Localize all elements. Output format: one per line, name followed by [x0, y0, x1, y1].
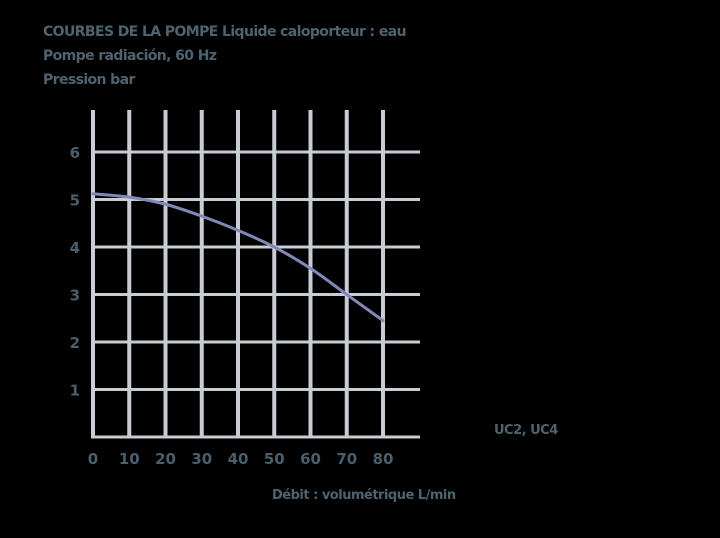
- x-tick-label: 40: [228, 450, 249, 468]
- y-axis-ticks: 1 2 3 4 5 6: [70, 144, 80, 400]
- x-tick-label: 70: [336, 450, 357, 468]
- x-tick-label: 50: [264, 450, 285, 468]
- y-axis-title: Pression bar: [43, 72, 135, 88]
- x-tick-label: 80: [373, 450, 394, 468]
- x-tick-label: 60: [300, 450, 321, 468]
- chart-title-block: COURBES DE LA POMPE Liquide caloporteur …: [43, 20, 407, 92]
- chart-title-fluid: Liquide caloporteur : eau: [222, 24, 407, 40]
- x-axis-title: Débit : volumétrique L/min: [272, 488, 456, 503]
- y-tick-label: 4: [70, 239, 80, 257]
- y-tick-label: 1: [70, 382, 80, 400]
- y-tick-label: 3: [70, 287, 80, 305]
- x-tick-label: 10: [119, 450, 140, 468]
- x-tick-label: 30: [191, 450, 212, 468]
- chart-grid: [91, 110, 420, 439]
- y-tick-label: 2: [70, 334, 80, 352]
- chart-title-line-1: COURBES DE LA POMPE Liquide caloporteur …: [43, 20, 407, 44]
- y-tick-label: 6: [70, 144, 80, 162]
- chart-subtitle-pump: Pompe radiación, 60 Hz: [43, 48, 217, 64]
- pump-curve-line: [91, 192, 385, 323]
- y-tick-label: 5: [70, 192, 80, 210]
- series-label: UC2, UC4: [494, 423, 558, 438]
- chart-title-main: COURBES DE LA POMPE: [43, 24, 218, 40]
- x-axis-ticks: 0 10 20 30 40 50 60 70 80: [88, 450, 394, 468]
- x-tick-label: 0: [88, 450, 98, 468]
- x-tick-label: 20: [155, 450, 176, 468]
